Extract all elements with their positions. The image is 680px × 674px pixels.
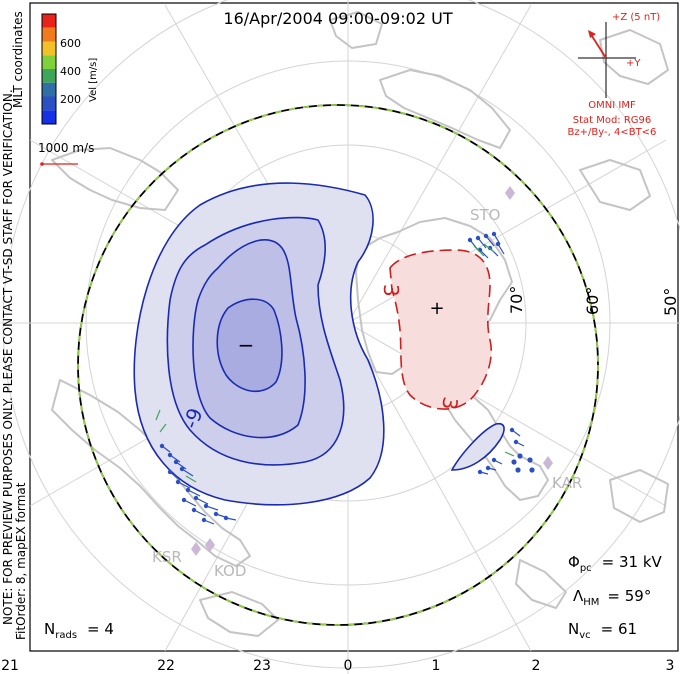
velocity-colorbar <box>41 13 57 125</box>
stat-phi-pc: Φpc = 31 kV <box>568 553 663 574</box>
colorbar-swatch <box>42 27 56 42</box>
imf-stat-mod: Stat Mod: RG96 <box>573 115 652 126</box>
lat-label-70: 70° <box>507 286 526 314</box>
negative-small-cell <box>450 422 505 471</box>
station-markers <box>191 186 553 556</box>
colorbar-swatch <box>42 110 56 124</box>
colorbar-tick-600: 600 <box>60 37 81 50</box>
contour-label-positive-bottom: 3 <box>437 395 463 412</box>
station-ksr: KSR <box>152 548 182 566</box>
imf-z-label: +Z (5 nT) <box>612 12 660 23</box>
imf-source: OMNI IMF <box>588 100 636 111</box>
colorbar-swatch <box>42 14 56 28</box>
mlt-label-23: 23 <box>253 658 271 674</box>
mlt-label-21: 21 <box>1 658 19 674</box>
hm-boundary-green <box>77 104 599 626</box>
colorbar-swatch <box>42 55 56 69</box>
potential-max-marker: + <box>429 298 444 319</box>
mlt-label-2: 2 <box>532 658 541 674</box>
colorbar-label: Vel [m/s] <box>88 58 99 102</box>
station-kar: KAR <box>552 474 582 492</box>
map-title: 16/Apr/2004 09:00-09:02 UT <box>223 9 452 28</box>
contour-label-positive-top: 3 <box>379 284 403 297</box>
velocity-vectors <box>155 231 535 525</box>
colorbar-border <box>41 13 57 125</box>
preview-note: NOTE: FOR PREVIEW PURPOSES ONLY. PLEASE … <box>1 89 15 625</box>
imf-conditions: Bz+/By-, 4<BT<6 <box>568 127 657 138</box>
imf-clock <box>578 22 636 98</box>
colorbar-swatch <box>42 41 56 56</box>
mlt-label-3: 3 <box>666 658 675 674</box>
positive-potential-cell <box>389 249 493 410</box>
station-kod: KOD <box>214 562 246 580</box>
stat-lambda-hm: ΛHM = 59° <box>573 587 651 608</box>
colorbar-swatch <box>42 96 56 111</box>
colorbar-tick-200: 200 <box>60 93 81 106</box>
fit-order-note: FitOrder: 8, mapEX format <box>14 482 28 640</box>
vector-scale-dot <box>40 162 44 166</box>
colorbar-swatch <box>42 69 56 83</box>
mlt-label-22: 22 <box>157 658 175 674</box>
imf-arrowhead <box>588 30 596 38</box>
station-sto: STO <box>470 206 501 224</box>
mlt-label-0: 0 <box>344 658 353 674</box>
negative-potential-cell <box>133 182 385 506</box>
imf-vector <box>589 32 607 59</box>
stat-n-vc: Nvc = 61 <box>568 620 637 641</box>
vector-scale-label: 1000 m/s <box>38 141 94 155</box>
colorbar-swatch <box>42 82 56 97</box>
lat-label-50: 50° <box>661 288 680 316</box>
lat-label-60: 60° <box>583 287 602 315</box>
mlt-label-1: 1 <box>432 658 441 674</box>
colorbar-tick-400: 400 <box>60 65 81 78</box>
potential-min-marker: − <box>238 333 255 357</box>
stat-n-rads: Nrads = 4 <box>44 620 114 641</box>
coordinates-label: MLT coordinates <box>11 11 25 108</box>
imf-y-label: +Y <box>626 58 641 69</box>
